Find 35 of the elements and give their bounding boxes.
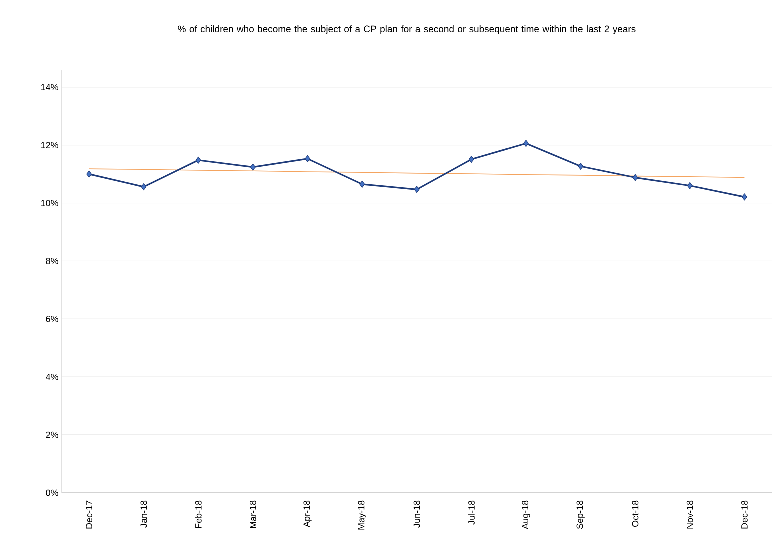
x-tick-label: Apr-18 <box>304 500 312 528</box>
y-tick-label: 6% <box>46 316 58 322</box>
point <box>196 156 202 164</box>
x-tick-label: Nov-18 <box>686 500 694 529</box>
point <box>578 162 584 170</box>
point <box>305 155 310 162</box>
y-tick-label: 14% <box>41 84 58 91</box>
x-tick-label: Sep-18 <box>576 500 585 530</box>
x-tick-label: Mar-18 <box>250 500 256 528</box>
x-tick-label: Feb-18 <box>195 500 202 528</box>
point <box>141 184 147 191</box>
point <box>632 174 638 182</box>
x-tick-label: Dec-17 <box>86 500 92 529</box>
point <box>360 180 366 188</box>
x-tick-label: May-18 <box>358 500 366 530</box>
x-tick-label: Jan-18 <box>140 500 148 528</box>
point <box>250 164 256 171</box>
x-tick-label: Jun-18 <box>414 500 420 528</box>
point <box>414 186 420 194</box>
point <box>86 170 92 178</box>
point <box>687 182 693 190</box>
point <box>742 194 748 201</box>
point <box>468 156 474 164</box>
x-tick-label: Jul-18 <box>468 500 475 525</box>
x-tick-label: Oct-18 <box>632 500 639 528</box>
y-tick-label: 4% <box>46 374 58 380</box>
chart-title: % of children who become the subject of a CP plan for a second or subsequent time within the last 2 years <box>178 26 636 34</box>
y-tick-label: 12% <box>41 142 58 148</box>
y-tick-label: 0% <box>46 490 58 496</box>
point <box>524 140 529 148</box>
y-tick-label: 8% <box>46 258 58 264</box>
y-tick-label: 10% <box>41 200 58 206</box>
y-tick-label: 2% <box>46 432 58 438</box>
x-tick-label: Aug-18 <box>522 500 530 530</box>
x-tick-label: Dec-18 <box>742 500 748 529</box>
